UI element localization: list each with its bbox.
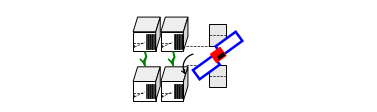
Polygon shape bbox=[133, 32, 156, 52]
Polygon shape bbox=[156, 67, 160, 101]
Polygon shape bbox=[133, 82, 156, 101]
Polygon shape bbox=[161, 67, 188, 82]
Polygon shape bbox=[156, 18, 160, 52]
Polygon shape bbox=[133, 67, 160, 82]
Polygon shape bbox=[133, 18, 160, 32]
Polygon shape bbox=[161, 82, 184, 101]
Polygon shape bbox=[216, 32, 242, 56]
Polygon shape bbox=[161, 32, 184, 52]
Polygon shape bbox=[193, 56, 220, 80]
Polygon shape bbox=[161, 18, 188, 32]
Polygon shape bbox=[184, 18, 188, 52]
Polygon shape bbox=[184, 67, 188, 101]
Polygon shape bbox=[209, 25, 227, 47]
Polygon shape bbox=[209, 65, 227, 87]
